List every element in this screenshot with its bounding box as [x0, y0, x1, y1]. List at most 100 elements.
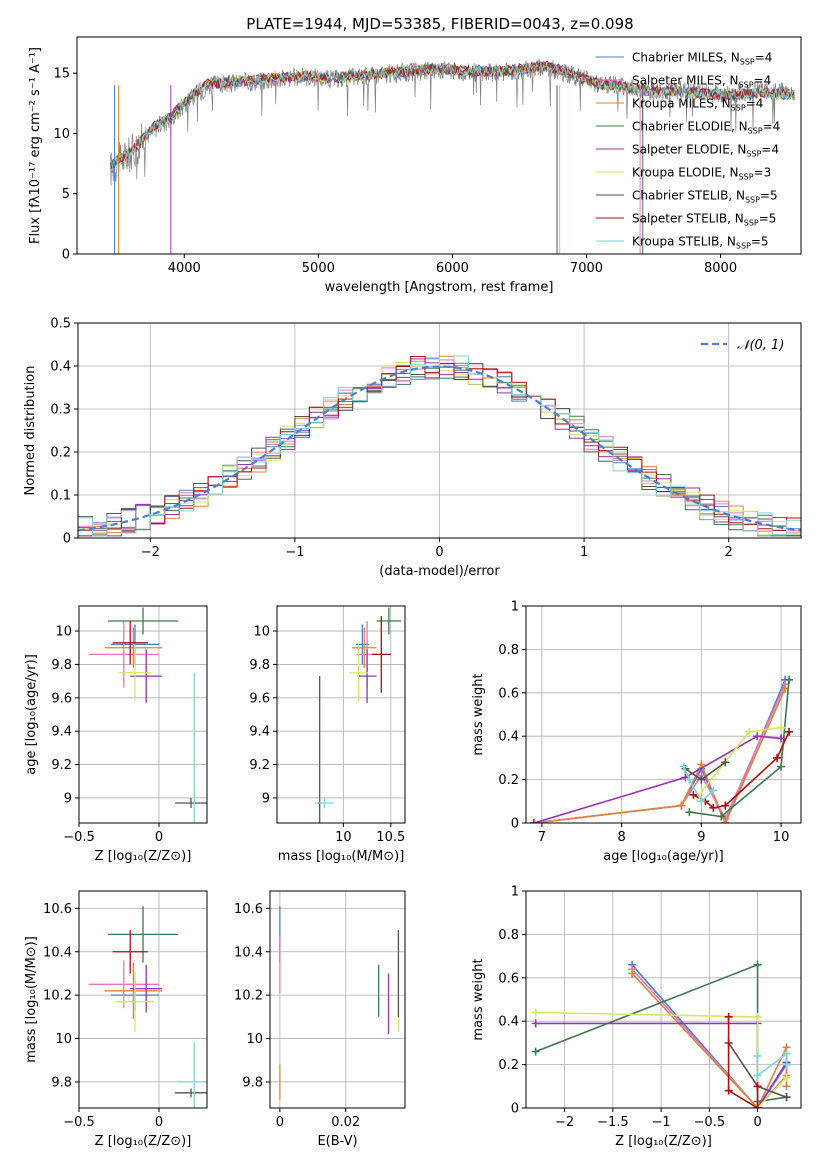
axes-frame: −2 −1.5 −1 −0.5 0 0 0.2 0.4 0.6 0.8 1 Z [log₁₀(Z/Z⊙…: [471, 885, 802, 1149]
weight-marker-2: [721, 819, 730, 823]
x-tick-label: 7000: [570, 261, 603, 276]
legend-label: Kroupa STELIB, NSSP=5: [632, 235, 769, 251]
y-axis-label: mass [log₁₀(M/M⊙)]: [24, 936, 39, 1063]
weight-marker-3: [777, 762, 786, 771]
weight-marker-5: [531, 1008, 540, 1017]
legend-label: Salpeter STELIB, NSSP=5: [632, 212, 776, 228]
x-tick-label: 4000: [168, 261, 201, 276]
weight-marker-5: [782, 1073, 791, 1082]
y-tick-label: 9.4: [51, 725, 72, 740]
weight-marker-2: [782, 1082, 791, 1091]
axes-frame: 0 0.02 9.8 10 10.2 10.4 10.6 E(B-V): [234, 890, 406, 1149]
axes-mass_vs_z: −0.5 0 9.8 10 10.2 10.4 10.6 Z [log₁₀(Z/Z⊙)] mas…: [24, 890, 208, 1149]
weight-marker-7: [724, 1086, 733, 1095]
y-axis-label: Normed distribution: [23, 366, 38, 496]
weight-marker-8: [685, 775, 694, 784]
x-axis-label: Z [log₁₀(Z/Z⊙)]: [95, 1134, 192, 1149]
y-tick-label: 0.2: [50, 446, 71, 461]
axes-spectrum: 4000 5000 6000 7000 8000 0 5 10 15 wavelength [An…: [28, 36, 802, 295]
x-axis-label: Z [log₁₀(Z/Z⊙)]: [95, 849, 192, 864]
weight-marker-7: [689, 790, 698, 799]
x-tick-label: −1: [652, 1115, 671, 1130]
x-tick-label: 6000: [436, 261, 469, 276]
legend-label: Chabrier ELODIE, NSSP=4: [632, 120, 780, 136]
y-tick-label: 10.2: [43, 989, 72, 1004]
weight-marker-7: [773, 753, 782, 762]
x-axis-label: age [log₁₀(age/yr)]: [603, 849, 724, 864]
axes-border: [76, 36, 802, 255]
legend-label: Salpeter MILES, NSSP=4: [632, 74, 771, 90]
axes-border: [78, 890, 208, 1109]
weight-line-0: [533, 679, 786, 823]
x-tick-label: −0.5: [694, 1115, 726, 1130]
x-tick-label: −2: [555, 1115, 574, 1130]
weight-marker-3: [531, 1047, 540, 1056]
x-tick-label: 10.5: [376, 830, 405, 845]
y-axis-label: mass weight: [471, 958, 486, 1040]
y-tick-label: 0.6: [498, 686, 519, 701]
y-tick-label: 15: [53, 67, 70, 82]
y-tick-label: 0: [63, 532, 71, 547]
y-tick-label: 5: [62, 187, 70, 202]
weight-marker-2: [628, 969, 637, 978]
weight-marker-4: [531, 1019, 540, 1028]
weight-marker-6: [782, 1093, 791, 1102]
weight-line-8: [756, 1052, 788, 1078]
axes-frame: −0.5 0 9.8 10 10.2 10.4 10.6 Z [log₁₀(Z/Z⊙)] mas…: [24, 890, 208, 1149]
y-tick-label: 0.4: [498, 730, 519, 745]
x-axis-label: wavelength [Angstrom, rest frame]: [325, 280, 554, 295]
x-tick-label: −1.5: [597, 1115, 629, 1130]
y-tick-label: 0.3: [50, 403, 71, 418]
x-tick-label: 0: [753, 1115, 761, 1130]
axes-frame: −0.5 0 9 9.2 9.4 9.6 9.8 10 Z [log₁₀(Z/Z⊙)] age […: [24, 605, 208, 864]
plot-area: [529, 675, 794, 823]
weight-marker-8: [753, 1051, 762, 1060]
weight-line-2: [533, 688, 786, 823]
weight-marker-7: [721, 801, 730, 810]
y-tick-label: 9.4: [249, 725, 270, 740]
weight-marker-7: [753, 1082, 762, 1091]
axes-massweight_vs_z: −2 −1.5 −1 −0.5 0 0 0.2 0.4 0.6 0.8 1 Z [log₁₀(Z/Z⊙…: [471, 885, 802, 1149]
y-tick-label: 0.2: [498, 1058, 519, 1073]
weight-marker-5: [753, 1012, 762, 1021]
weight-line-8: [683, 766, 714, 803]
y-tick-label: 0: [511, 817, 519, 832]
plot-area: [314, 607, 402, 823]
axes-frame: 7 8 9 10 0 0.2 0.4 0.6 0.8 1 age [log₁₀(age/yr)] ma…: [471, 600, 802, 864]
y-tick-label: 10: [55, 625, 72, 640]
axes-mass_vs_ebv: 0 0.02 9.8 10 10.2 10.4 10.6 E(B-V): [234, 890, 406, 1149]
y-tick-label: 9.6: [51, 691, 72, 706]
y-tick-label: 9.8: [51, 1075, 72, 1090]
weight-line-4: [533, 735, 782, 823]
x-tick-label: 10: [773, 830, 790, 845]
histogram-8: [78, 355, 801, 537]
y-tick-label: 10.4: [43, 945, 72, 960]
axes-border: [78, 605, 208, 824]
y-tick-label: 10.6: [43, 902, 72, 917]
y-tick-label: 9.2: [51, 758, 72, 773]
plot-area: [88, 607, 207, 823]
y-tick-label: 1: [511, 885, 519, 900]
y-tick-label: 9: [262, 791, 270, 806]
x-tick-label: 7: [538, 830, 546, 845]
x-axis-label: mass [log₁₀(M/M⊙)]: [278, 849, 405, 864]
axes-border: [525, 890, 802, 1109]
weight-marker-3: [785, 675, 794, 684]
y-tick-label: 10: [55, 1032, 72, 1047]
weight-marker-8: [753, 1071, 762, 1080]
plot-area: [110, 58, 795, 254]
weight-marker-8: [782, 1049, 791, 1058]
weight-line-1: [533, 683, 786, 823]
y-tick-label: 10.6: [234, 902, 263, 917]
histogram-7: [78, 356, 801, 537]
y-tick-label: 9.6: [249, 691, 270, 706]
spectrum-model-line-8: [110, 62, 795, 172]
y-tick-label: 1: [511, 600, 519, 615]
weight-marker-4: [529, 819, 538, 823]
weight-marker-5: [745, 727, 754, 736]
weight-marker-7: [724, 1012, 733, 1021]
weight-marker-8: [679, 762, 688, 771]
legend-label: Chabrier MILES, NSSP=4: [632, 51, 772, 67]
y-tick-label: 0.5: [50, 317, 71, 332]
